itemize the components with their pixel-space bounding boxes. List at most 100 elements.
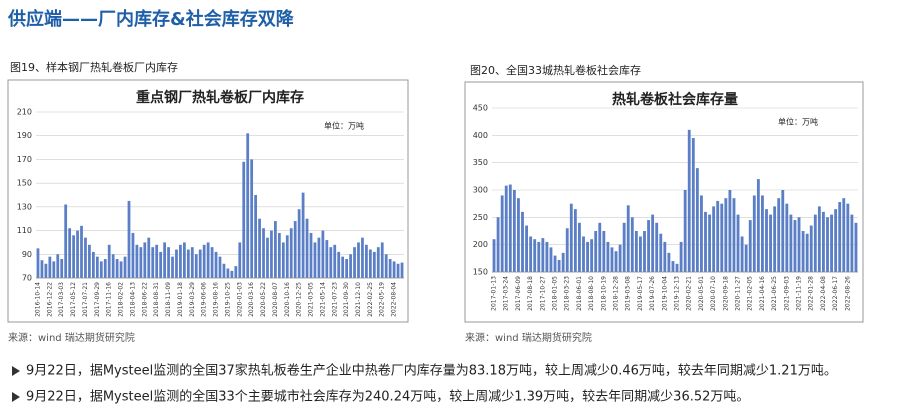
bar (756, 179, 760, 272)
unit-label: 单位：万吨 (324, 121, 364, 131)
x-tick-label: 2019-05-17 (637, 276, 644, 311)
source-note: 来源：wind 瑞达期货研究院 (465, 331, 592, 344)
bar (573, 209, 577, 272)
bar (842, 198, 846, 272)
bar (569, 203, 573, 272)
bar (598, 222, 602, 272)
bar (854, 222, 858, 272)
bar (167, 247, 170, 278)
bar (321, 230, 325, 278)
bar (773, 206, 777, 272)
x-tick-label: 2018-08-31 (153, 282, 160, 317)
x-tick-label: 2019-01-18 (177, 282, 184, 317)
x-tick-label: 2022-08-26 (844, 276, 851, 311)
bar (262, 228, 265, 278)
bar (817, 206, 821, 272)
bar (683, 190, 687, 272)
bar (210, 247, 214, 278)
x-tick-label: 2018-12-28 (613, 276, 620, 311)
bar (345, 259, 349, 278)
bar (647, 220, 650, 272)
x-tick-label: 2022-08-04 (391, 282, 398, 317)
bar (246, 133, 250, 278)
bar (700, 195, 703, 272)
x-tick-label: 2017-01-13 (491, 276, 498, 311)
bar (496, 217, 500, 272)
bar (163, 242, 166, 278)
bar (606, 241, 610, 272)
bar (765, 209, 768, 272)
bar (40, 260, 44, 278)
bar (521, 211, 524, 272)
bar (226, 268, 230, 278)
bar (99, 261, 103, 278)
bar (586, 241, 589, 272)
bar (285, 235, 289, 278)
bar (388, 259, 392, 278)
bar (250, 159, 254, 278)
x-tick-label: 2022-05-19 (379, 282, 386, 317)
bar (151, 247, 155, 278)
bar (549, 247, 553, 272)
x-tick-label: 2020-10-16 (284, 282, 291, 317)
y-tick-label: 70 (22, 274, 32, 283)
bar (131, 232, 135, 278)
bar (822, 211, 825, 272)
bar (695, 168, 699, 272)
slide-title: 供应端——厂内库存&社会库存双降 (7, 8, 295, 30)
x-tick-label: 2019-03-08 (625, 276, 632, 311)
bar (517, 198, 520, 272)
x-tick-label: 2018-03-23 (564, 276, 571, 311)
bar (277, 232, 281, 278)
bar (258, 218, 261, 278)
bullet-marker (12, 392, 20, 402)
x-tick-label: 2018-06-01 (576, 276, 583, 311)
bar (850, 214, 854, 272)
x-tick-label: 2017-03-03 (58, 282, 65, 317)
bar (297, 209, 301, 278)
chart-title: 重点钢厂热轧卷板厂内库存 (136, 89, 304, 106)
y-tick-label: 400 (473, 131, 488, 140)
x-tick-label: 2021-09-30 (343, 282, 350, 317)
bar (557, 259, 561, 272)
bar (60, 259, 64, 278)
bar (80, 225, 83, 278)
bar (341, 256, 345, 278)
bar (663, 241, 667, 272)
bar (752, 195, 756, 272)
bar (720, 203, 724, 272)
bar (353, 247, 356, 278)
bar (671, 261, 675, 272)
bar (610, 247, 614, 272)
bullet-text: 9月22日，据Mysteel监测的全国37家热轧板卷生产企业中热卷厂内库存量为8… (26, 363, 837, 379)
bar (679, 241, 683, 272)
bar (830, 214, 833, 272)
bar (349, 254, 352, 278)
bar (68, 228, 72, 278)
bar (44, 263, 48, 278)
bar (357, 242, 360, 278)
x-tick-label: 2017-07-21 (82, 282, 89, 317)
x-tick-label: 2021-11-19 (796, 276, 803, 311)
bar (659, 233, 663, 272)
x-tick-label: 2019-03-29 (189, 282, 196, 317)
bar (317, 237, 321, 278)
bar (186, 249, 190, 278)
x-tick-label: 2018-06-22 (141, 282, 148, 317)
bar (329, 247, 333, 278)
bar (622, 222, 626, 272)
bar (305, 218, 309, 278)
bar (171, 256, 174, 278)
bar (740, 236, 744, 272)
bar (736, 214, 740, 272)
bar (602, 231, 606, 272)
y-tick-label: 250 (473, 213, 488, 222)
bar (525, 225, 528, 272)
bar (127, 200, 131, 278)
bar (809, 225, 813, 272)
x-tick-label: 2019-10-04 (661, 276, 668, 311)
x-tick-label: 2020-07-10 (710, 276, 717, 311)
x-tick-label: 2018-01-05 (552, 276, 559, 311)
bar (103, 259, 107, 278)
